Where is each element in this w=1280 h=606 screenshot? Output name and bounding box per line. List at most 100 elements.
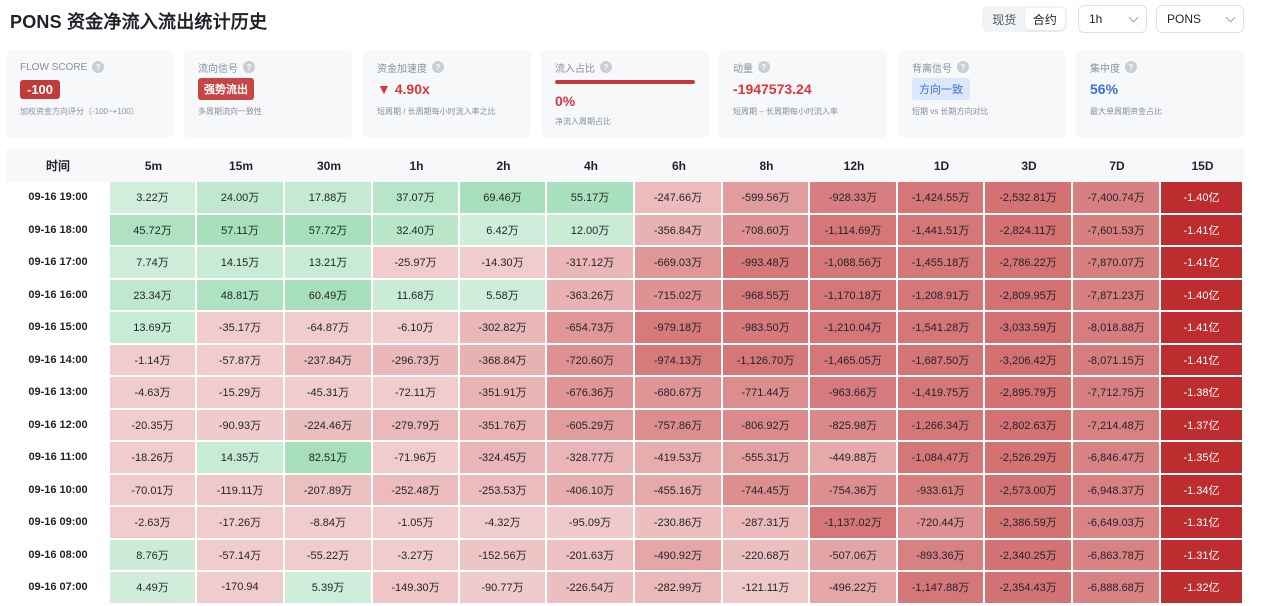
- help-icon[interactable]: ?: [600, 61, 612, 73]
- help-icon[interactable]: ?: [432, 61, 444, 73]
- flow-cell: -1,114.69万: [810, 214, 898, 247]
- card-subtext: 多周期流向一致性: [198, 107, 262, 116]
- flow-cell: -230.86万: [635, 507, 723, 540]
- flow-cell: -7,214.48万: [1073, 409, 1161, 442]
- card-subtext: 短周期 – 长周期每小时流入率: [733, 107, 838, 116]
- flow-cell: 5.58万: [460, 279, 547, 312]
- acceleration-value: ▼ 4.90x: [377, 81, 430, 97]
- row-time: 09-16 10:00: [6, 474, 110, 507]
- card-label: 流入占比: [555, 63, 595, 75]
- flow-cell: 82.51万: [285, 442, 373, 475]
- flow-cell: -1.32亿: [1161, 572, 1244, 605]
- flow-cell: -406.10万: [547, 474, 635, 507]
- table-row: 09-16 08:00 8.76万 -57.14万 -55.22万 -3.27万 -152…: [6, 539, 1244, 572]
- flow-cell: 45.72万: [110, 214, 197, 247]
- flow-cell: -1.35亿: [1161, 442, 1244, 475]
- flow-cell: -754.36万: [810, 474, 898, 507]
- flow-cell: -680.67万: [635, 377, 723, 410]
- flow-cell: 13.21万: [285, 247, 373, 280]
- flow-cell: -3,206.42万: [985, 344, 1073, 377]
- interval-select[interactable]: 1h: [1078, 5, 1147, 33]
- flow-cell: -490.92万: [635, 539, 723, 572]
- flow-cell: 48.81万: [197, 279, 285, 312]
- flow-cell: -224.46万: [285, 409, 373, 442]
- flow-cell: -17.26万: [197, 507, 285, 540]
- column-header: 2h: [460, 149, 547, 182]
- flow-cell: -170.94: [197, 572, 285, 605]
- table-row: 09-16 17:00 7.74万 14.15万 13.21万 -25.97万 -14.3…: [6, 247, 1244, 280]
- flow-cell: -1.38亿: [1161, 377, 1244, 410]
- column-header: 5m: [110, 149, 197, 182]
- column-header: 8h: [723, 149, 810, 182]
- card-label: 动量: [733, 63, 753, 75]
- flow-cell: -3,033.59万: [985, 312, 1073, 345]
- flow-cell: -328.77万: [547, 442, 635, 475]
- flow-cell: -7,870.07万: [1073, 247, 1161, 280]
- flow-cell: -963.66万: [810, 377, 898, 410]
- card-subtext: 短周期 / 长周期每小时流入率之比: [377, 107, 496, 116]
- column-header: 6h: [635, 149, 723, 182]
- flow-cell: -368.84万: [460, 344, 547, 377]
- flow-history-table: 时间 5m 15m 30m 1h 2h 4h 6h 8h 12h 1D 3D 7D 15D 09-16 1…: [6, 149, 1244, 605]
- card-label: 背离信号: [912, 63, 952, 75]
- table-row: 09-16 11:00 -18.26万 14.35万 82.51万 -71.96万 -32…: [6, 442, 1244, 475]
- flow-cell: -287.31万: [723, 507, 810, 540]
- flow-cell: -928.33万: [810, 182, 898, 215]
- flow-cell: -893.36万: [898, 539, 985, 572]
- help-icon[interactable]: ?: [957, 61, 969, 73]
- symbol-select[interactable]: PONS: [1156, 5, 1244, 33]
- flow-cell: -6,846.47万: [1073, 442, 1161, 475]
- flow-cell: -1,170.18万: [810, 279, 898, 312]
- page-title: PONS 资金净流入流出统计历史: [10, 12, 268, 32]
- tab-futures[interactable]: 合约: [1024, 8, 1065, 30]
- card-concentration: 集中度? 56% 最大单周期资金占比: [1076, 50, 1244, 138]
- tab-spot[interactable]: 现货: [992, 12, 1017, 27]
- flow-cell: -95.09万: [547, 507, 635, 540]
- chevron-down-icon: [1225, 12, 1236, 23]
- flow-cell: -4.32万: [460, 507, 547, 540]
- help-icon[interactable]: ?: [243, 61, 255, 73]
- flow-cell: -2,532.81万: [985, 182, 1073, 215]
- flow-cell: 24.00万: [197, 182, 285, 215]
- flow-signal-badge: 强势流出: [198, 78, 254, 100]
- row-time: 09-16 09:00: [6, 507, 110, 540]
- flow-cell: -1.41亿: [1161, 344, 1244, 377]
- flow-cell: 6.42万: [460, 214, 547, 247]
- divergence-badge: 方向一致: [912, 78, 970, 100]
- column-header: 1h: [373, 149, 460, 182]
- column-header: 12h: [810, 149, 898, 182]
- help-icon[interactable]: ?: [92, 61, 105, 73]
- header: PONS 资金净流入流出统计历史 现货 合约 1h PONS: [0, 0, 1280, 40]
- flow-cell: -1,126.70万: [723, 344, 810, 377]
- card-subtext: 短期 vs 长期方向对比: [912, 107, 989, 116]
- flow-cell: 14.15万: [197, 247, 285, 280]
- metric-cards: FLOW SCORE? -100 加权资金方向评分（-100~+100） 流向信…: [6, 50, 1244, 138]
- flow-cell: -708.60万: [723, 214, 810, 247]
- flow-cell: -1,084.47万: [898, 442, 985, 475]
- flow-cell: -715.02万: [635, 279, 723, 312]
- flow-cell: -302.82万: [460, 312, 547, 345]
- row-time: 09-16 15:00: [6, 312, 110, 345]
- table-row: 09-16 18:00 45.72万 57.11万 57.72万 32.40万 6.42万…: [6, 214, 1244, 247]
- flow-cell: 17.88万: [285, 182, 373, 215]
- flow-cell: -70.01万: [110, 474, 197, 507]
- flow-cell: -6,863.78万: [1073, 539, 1161, 572]
- flow-cell: 8.76万: [110, 539, 197, 572]
- flow-cell: -252.48万: [373, 474, 460, 507]
- inflow-ratio-bar-fill: [555, 80, 695, 84]
- card-flow-score: FLOW SCORE? -100 加权资金方向评分（-100~+100）: [6, 50, 174, 138]
- card-label: 资金加速度: [377, 63, 427, 75]
- flow-cell: -1,147.88万: [898, 572, 985, 605]
- flow-cell: -1.14万: [110, 344, 197, 377]
- help-icon[interactable]: ?: [758, 61, 770, 73]
- flow-cell: -993.48万: [723, 247, 810, 280]
- flow-cell: -237.84万: [285, 344, 373, 377]
- flow-cell: -201.63万: [547, 539, 635, 572]
- card-divergence: 背离信号? 方向一致 短期 vs 长期方向对比: [898, 50, 1066, 138]
- flow-cell: 69.46万: [460, 182, 547, 215]
- flow-cell: -149.30万: [373, 572, 460, 605]
- help-icon[interactable]: ?: [1125, 61, 1137, 73]
- flow-cell: -324.45万: [460, 442, 547, 475]
- flow-cell: 13.69万: [110, 312, 197, 345]
- flow-cell: -6,888.68万: [1073, 572, 1161, 605]
